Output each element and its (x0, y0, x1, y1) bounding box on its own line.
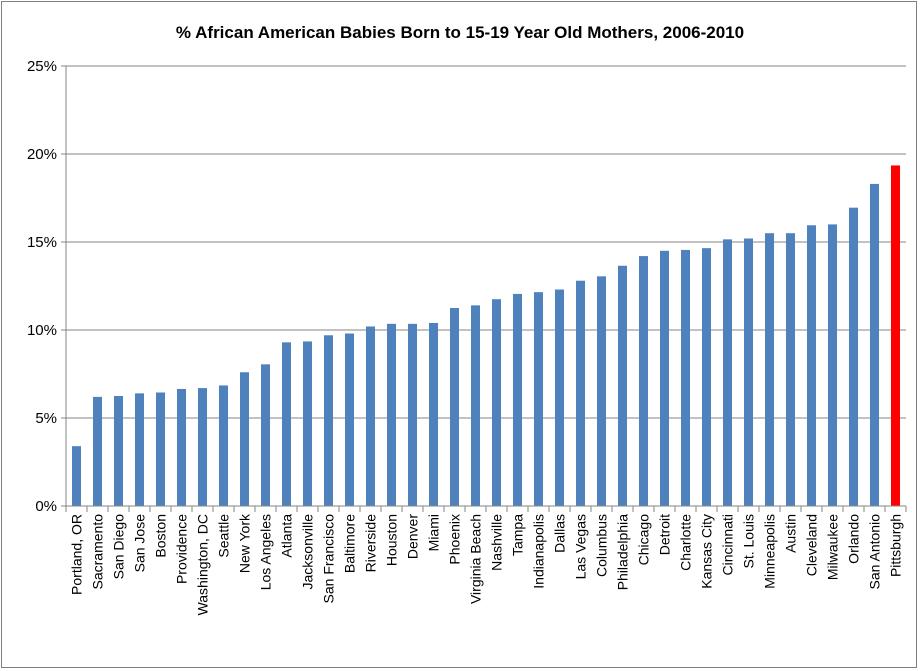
x-axis-labels: Portland, OR Sacramento San Diego San Jose B… (69, 513, 904, 615)
bar (302, 341, 313, 506)
bar (365, 326, 376, 506)
x-tick-label: Phoenix (447, 514, 463, 565)
axes (65, 66, 907, 512)
gridlines (66, 65, 906, 419)
bar (197, 388, 208, 506)
bar (701, 248, 712, 506)
x-tick-label: Pittsburgh (888, 514, 904, 577)
bar (449, 308, 460, 506)
x-tick-label: Baltimore (342, 514, 358, 573)
bar (386, 323, 397, 506)
y-tick-label: 5% (35, 410, 57, 427)
x-tick-label: New York (237, 513, 253, 573)
x-tick-label: Milwaukee (825, 514, 841, 580)
x-tick-label: Kansas City (699, 514, 715, 589)
bar (428, 322, 439, 506)
x-tick-label: Jacksonville (300, 514, 316, 590)
bar (239, 372, 250, 506)
x-tick-label: San Diego (111, 514, 127, 580)
bar (848, 207, 859, 506)
bar (491, 299, 502, 506)
x-tick-label: Virginia Beach (468, 514, 484, 604)
y-tick-label: 25% (27, 58, 57, 75)
x-tick-label: Philadelphia (615, 514, 631, 590)
x-tick-label: Los Angeles (258, 514, 274, 590)
bar (575, 280, 586, 506)
y-tick-label: 0% (35, 498, 57, 515)
x-tick-label: San Jose (132, 514, 148, 573)
bar (512, 293, 523, 506)
x-tick-label: Providence (174, 514, 190, 584)
y-tick-label: 10% (27, 322, 57, 339)
y-tick-label: 20% (27, 146, 57, 163)
x-tick-label: Austin (783, 514, 799, 553)
x-tick-label: Columbus (594, 514, 610, 577)
bar (155, 392, 166, 506)
bar (638, 256, 649, 506)
bar (617, 265, 628, 506)
x-tick-label: Miami (426, 514, 442, 551)
x-tick-label: San Antonio (867, 514, 883, 590)
bar (785, 233, 796, 506)
x-tick-label: Detroit (657, 514, 673, 555)
bar (764, 233, 775, 506)
x-tick-label: Orlando (846, 514, 862, 564)
x-tick-label: Minneapolis (762, 514, 778, 589)
bar (92, 396, 103, 506)
x-tick-label: Cleveland (804, 514, 820, 576)
bar (806, 225, 817, 506)
x-tick-label: Riverside (363, 514, 379, 573)
x-tick-label: Boston (153, 514, 169, 558)
bar (113, 396, 124, 506)
bar (260, 364, 271, 506)
bar (218, 385, 229, 506)
bar (281, 342, 292, 506)
x-tick-label: Portland, OR (69, 514, 85, 595)
bar (722, 239, 733, 507)
x-tick-label: Nashville (489, 514, 505, 571)
bar (71, 446, 82, 506)
bar (134, 393, 145, 506)
x-tick-label: Atlanta (279, 514, 295, 558)
x-tick-label: Sacramento (90, 514, 106, 590)
bar (344, 333, 355, 506)
bar (554, 289, 565, 506)
bar (680, 249, 691, 507)
x-tick-label: Cincinnati (720, 514, 736, 575)
x-tick-label: Houston (384, 514, 400, 566)
bar (596, 276, 607, 506)
chart-title: % African American Babies Born to 15-19 … (176, 23, 744, 42)
bar (407, 323, 418, 506)
y-axis-ticks: 0% 5% 10% 15% 20% 25% (27, 58, 66, 515)
x-tick-label: Charlotte (678, 514, 694, 571)
bar (323, 335, 334, 506)
bar (869, 183, 880, 507)
bar (176, 388, 187, 506)
bar (827, 224, 838, 506)
bars (71, 165, 901, 507)
x-tick-label: San Francisco (321, 514, 337, 604)
x-tick-label: Tampa (510, 514, 526, 556)
x-tick-label: Denver (405, 514, 421, 559)
x-tick-label: St. Louis (741, 514, 757, 568)
x-tick-label: Chicago (636, 514, 652, 566)
bar (890, 165, 901, 506)
bar (470, 305, 481, 506)
bar (743, 238, 754, 507)
x-tick-label: Dallas (552, 514, 568, 553)
bar (533, 292, 544, 506)
x-tick-label: Seattle (216, 514, 232, 558)
x-tick-label: Washington, DC (195, 514, 211, 615)
bar (659, 250, 670, 506)
x-tick-label: Las Vegas (573, 514, 589, 579)
y-tick-label: 15% (27, 234, 57, 251)
x-tick-label: Indianapolis (531, 514, 547, 589)
